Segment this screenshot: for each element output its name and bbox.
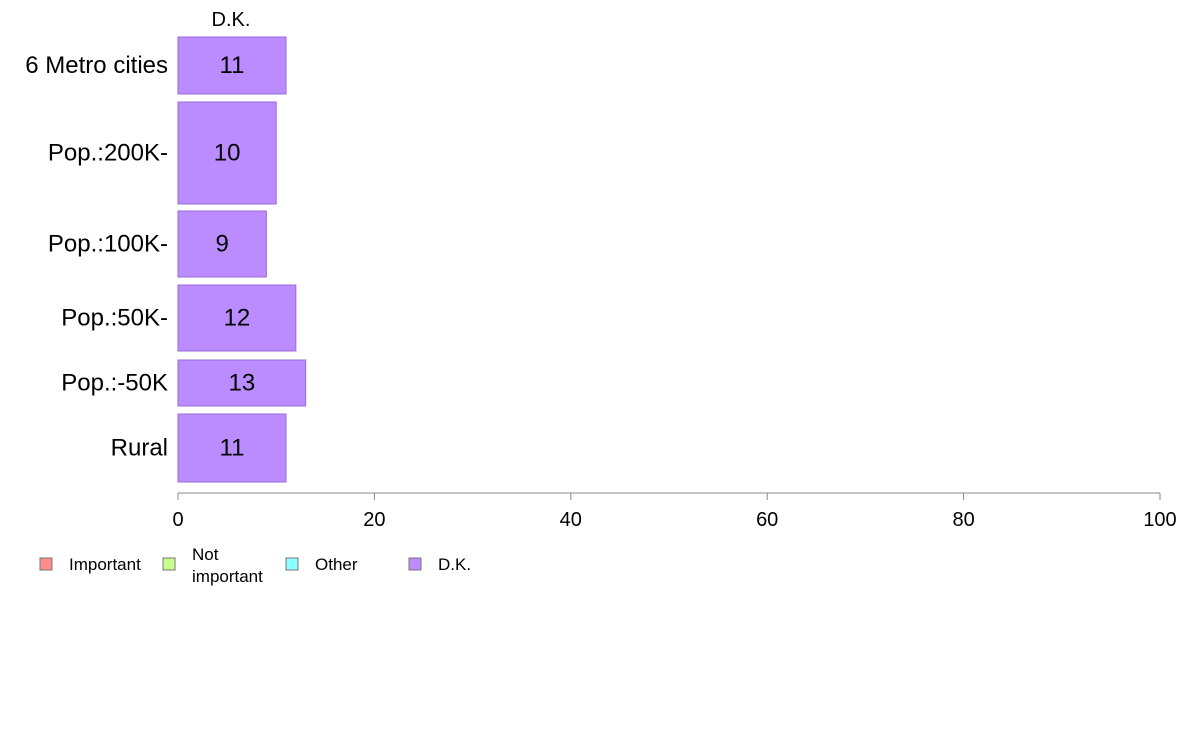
legend-label: Other (315, 555, 358, 574)
x-tick-label: 40 (560, 509, 582, 531)
legend: Important Not important Other D.K. (39, 545, 471, 586)
category-label: Pop.:50K- (61, 305, 168, 332)
bar-value-label: 13 (228, 370, 255, 397)
category-label: Rural (111, 435, 168, 462)
legend-swatch (408, 557, 422, 571)
x-tick-label: 0 (172, 509, 183, 531)
series-header-label: D.K. (212, 9, 251, 31)
legend-label: Important (69, 555, 141, 574)
category-label: Pop.:-50K (61, 370, 168, 397)
x-tick-label: 20 (363, 509, 385, 531)
x-tick-label: 80 (952, 509, 974, 531)
bar-value-label: 10 (214, 140, 241, 167)
category-label: 6 Metro cities (25, 52, 168, 79)
bar (177, 36, 287, 95)
category-label: Pop.:100K- (48, 231, 168, 258)
bar (177, 284, 297, 352)
bar (177, 413, 287, 483)
bars-layer: 6 Metro cities 11 Pop.:200K- 10 Pop.:100K- 9 P… (25, 36, 307, 483)
x-tick-label: 60 (756, 509, 778, 531)
bar (177, 359, 307, 407)
bar (177, 210, 267, 278)
bar-value-label: 11 (220, 52, 245, 79)
category-label: Pop.:200K- (48, 140, 168, 167)
legend-label: Not important (192, 545, 263, 586)
bar-value-label: 11 (220, 435, 245, 462)
bar-value-label: 9 (216, 231, 229, 258)
legend-swatch (39, 557, 53, 571)
x-tick-label: 100 (1143, 509, 1176, 531)
legend-swatch (162, 557, 176, 571)
legend-swatch (285, 557, 299, 571)
legend-label: D.K. (438, 555, 471, 574)
bar (177, 101, 277, 205)
bar-value-label: 12 (224, 305, 251, 332)
x-axis: 0 20 40 60 80 100 (172, 492, 1177, 531)
